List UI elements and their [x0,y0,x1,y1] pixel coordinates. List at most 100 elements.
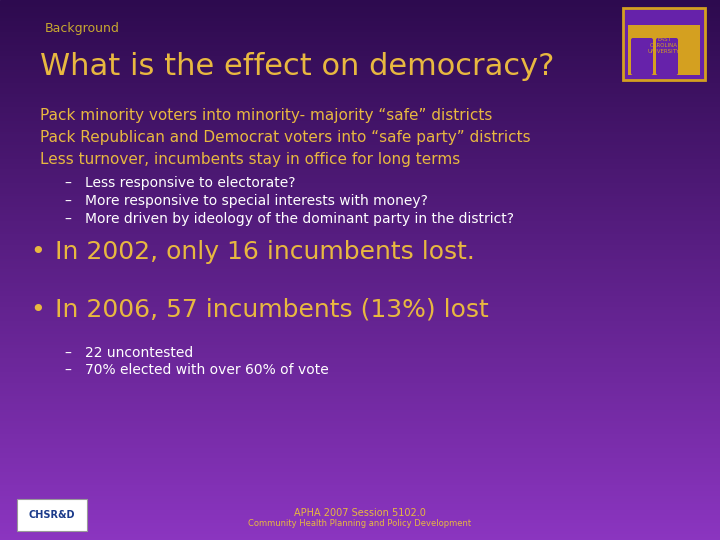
Bar [0,224,720,227]
Bar [0,208,720,211]
Text: CHSR&D: CHSR&D [29,510,76,520]
Text: Pack minority voters into minority- majority “safe” districts: Pack minority voters into minority- majo… [40,108,492,123]
Bar [0,213,720,216]
Bar [0,456,720,459]
Text: In 2006, 57 incumbents (13%) lost: In 2006, 57 incumbents (13%) lost [55,298,489,322]
Bar [0,319,720,321]
Bar [0,359,720,362]
Bar [0,518,720,521]
Bar [0,529,720,532]
Bar [0,351,720,354]
Bar [0,327,720,329]
Bar [0,302,720,305]
Bar [0,32,720,35]
Bar [0,65,720,68]
Bar [0,135,720,138]
Bar [0,138,720,140]
Bar [0,165,720,167]
Text: Pack Republican and Democrat voters into “safe party” districts: Pack Republican and Democrat voters into… [40,130,531,145]
Bar [0,521,720,524]
Bar [0,310,720,313]
Bar [0,202,720,205]
Bar [0,418,720,421]
Bar [0,89,720,92]
Bar [0,86,720,89]
Bar [0,5,720,8]
Bar [0,300,720,302]
Bar [0,524,720,526]
Bar [0,122,720,124]
Bar [0,124,720,127]
Text: APHA 2007 Session 5102.0: APHA 2007 Session 5102.0 [294,508,426,518]
Bar [0,354,720,356]
Bar [0,505,720,508]
Bar [0,421,720,424]
Bar [0,57,720,59]
Text: Less turnover, incumbents stay in office for long terms: Less turnover, incumbents stay in office… [40,152,460,167]
Bar [0,386,720,389]
Bar [0,516,720,518]
Bar [0,316,720,319]
Bar [0,340,720,343]
Bar [0,127,720,130]
Bar [0,151,720,154]
Bar [0,324,720,327]
Bar [0,335,720,338]
Bar [0,51,720,54]
Text: –   More responsive to special interests with money?: – More responsive to special interests w… [65,194,428,208]
Bar [0,410,720,413]
Bar [0,94,720,97]
Bar [0,162,720,165]
Bar [0,494,720,497]
Bar [0,46,720,49]
Text: –   Less responsive to electorate?: – Less responsive to electorate? [65,176,295,190]
Bar [0,30,720,32]
Bar [0,216,720,219]
Bar [0,308,720,310]
Bar [0,16,720,19]
Bar [0,278,720,281]
Bar [0,62,720,65]
Bar [0,181,720,184]
Bar [0,346,720,348]
Bar [0,267,720,270]
Bar [0,73,720,76]
Bar [0,197,720,200]
Bar [0,332,720,335]
Bar [0,475,720,478]
Bar [0,537,720,540]
Text: Community Health Planning and Policy Development: Community Health Planning and Policy Dev… [248,519,472,528]
Bar [0,440,720,443]
Bar [0,235,720,238]
Bar [0,472,720,475]
Bar [0,262,720,265]
Bar [0,24,720,27]
Bar [0,238,720,240]
Bar [0,356,720,359]
Bar [0,405,720,408]
Bar [0,416,720,418]
Bar [0,43,720,46]
Bar [0,81,720,84]
Bar [0,0,720,3]
Bar [0,483,720,486]
Bar [0,251,720,254]
Bar [0,294,720,297]
Bar [0,383,720,386]
Bar [0,219,720,221]
Bar [0,130,720,132]
Bar [0,378,720,381]
Bar [0,446,720,448]
Bar [0,397,720,400]
Text: Background: Background [45,22,120,35]
Text: –   70% elected with over 60% of vote: – 70% elected with over 60% of vote [65,363,329,377]
Bar [0,432,720,435]
Bar [0,176,720,178]
Bar [0,143,720,146]
Bar [0,508,720,510]
Bar [0,186,720,189]
Bar [0,167,720,170]
Bar [0,424,720,427]
Bar [0,502,720,505]
Bar [0,70,720,73]
